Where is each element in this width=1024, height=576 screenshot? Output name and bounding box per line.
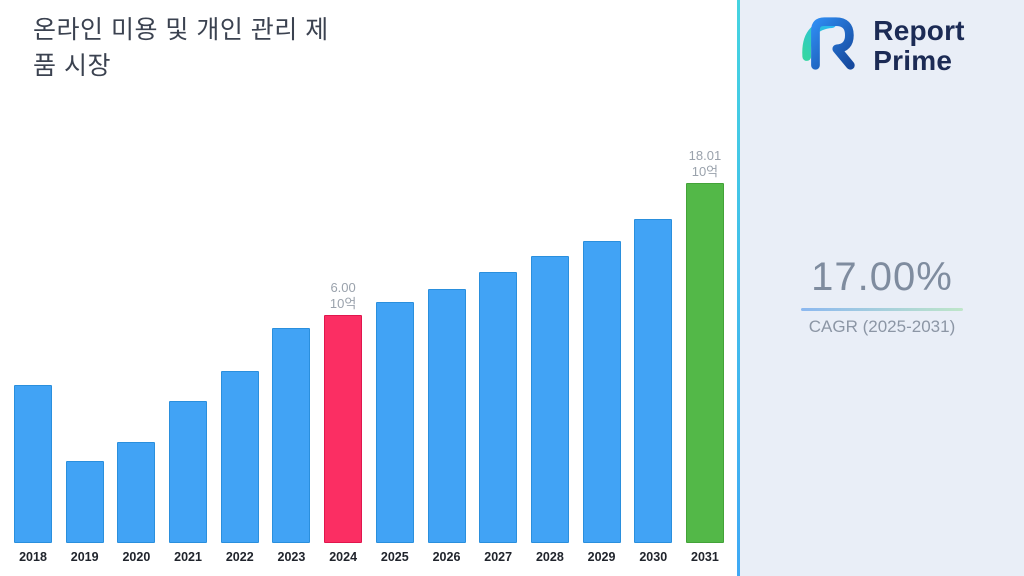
brand-name-line2: Prime <box>873 44 953 76</box>
bar-2030 <box>634 219 673 543</box>
bar-plot-area <box>427 143 466 543</box>
bar-plot-area <box>479 143 518 543</box>
bar-column-2018: 2018 <box>14 143 52 564</box>
bar-plot-area: 18.01 10억 <box>685 143 724 543</box>
bar-plot-area <box>220 143 259 543</box>
panel-divider <box>737 0 740 576</box>
cagr-value: 17.00% <box>811 255 953 299</box>
cagr-underline <box>801 308 963 311</box>
bar-column-2021: 2021 <box>169 143 208 564</box>
bar-2018 <box>14 385 52 543</box>
bar-2026 <box>427 289 466 543</box>
bar-plot-area <box>117 143 156 543</box>
x-axis-label-2027: 2027 <box>484 550 513 564</box>
bar-plot-area <box>272 143 311 543</box>
bar-plot-area <box>169 143 208 543</box>
brand-name: Report Prime <box>873 16 964 75</box>
bar-2024 <box>324 315 363 543</box>
bar-2020 <box>117 442 156 543</box>
x-axis-label-2025: 2025 <box>380 550 409 564</box>
bar-2023 <box>272 328 311 543</box>
bar-column-2028: 2028 <box>530 143 569 564</box>
x-axis-label-2022: 2022 <box>225 550 254 564</box>
bar-column-2025: 2025 <box>375 143 414 564</box>
bar-column-2023: 2023 <box>272 143 311 564</box>
cagr-block: 17.00% CAGR (2025-2031) <box>740 255 1024 337</box>
bar-column-2029: 2029 <box>582 143 621 564</box>
chart-panel: 온라인 미용 및 개인 관리 제 품 시장 2018 2019 2020 2021 20… <box>0 0 737 576</box>
x-axis-label-2031: 2031 <box>691 550 719 564</box>
bar-column-2030: 2030 <box>634 143 673 564</box>
x-axis-label-2023: 2023 <box>277 550 306 564</box>
x-axis-label-2019: 2019 <box>70 550 99 564</box>
x-axis-label-2018: 2018 <box>19 550 47 564</box>
bar-plot-area <box>65 143 104 543</box>
bar-chart: 2018 2019 2020 2021 2022 2023 6.00 10억 2024 2025 2… <box>14 136 724 564</box>
bar-column-2020: 2020 <box>117 143 156 564</box>
bar-2028 <box>530 256 569 543</box>
x-axis-label-2024: 2024 <box>329 550 358 564</box>
bar-column-2019: 2019 <box>65 143 104 564</box>
x-axis-label-2021: 2021 <box>174 550 202 564</box>
page-title-line1: 온라인 미용 및 개인 관리 제 <box>33 16 329 44</box>
x-axis-label-2029: 2029 <box>587 550 616 564</box>
bar-column-2022: 2022 <box>220 143 259 564</box>
brand-name-line1: Report <box>873 15 965 47</box>
cagr-label: CAGR (2025-2031) <box>808 317 956 336</box>
x-axis-label-2020: 2020 <box>122 550 151 564</box>
bar-2022 <box>220 371 259 543</box>
bar-column-2031: 18.01 10억 2031 <box>685 143 724 564</box>
info-panel: Report Prime 17.00% CAGR (2025-2031) <box>740 0 1024 576</box>
bar-plot-area <box>530 143 569 543</box>
bar-2029 <box>582 241 621 543</box>
page-title: 온라인 미용 및 개인 관리 제 품 시장 <box>33 12 329 85</box>
bar-2027 <box>479 272 518 543</box>
x-axis-label-2026: 2026 <box>432 550 461 564</box>
bar-2031 <box>685 183 724 543</box>
bar-2019 <box>65 461 104 543</box>
bar-column-2024: 6.00 10억 2024 <box>324 143 363 564</box>
page-title-line2: 품 시장 <box>33 52 111 81</box>
bar-value-label-2024: 6.00 10억 <box>329 279 357 311</box>
bar-column-2026: 2026 <box>427 143 466 564</box>
brand-header: Report Prime <box>740 12 1024 79</box>
bar-plot-area <box>634 143 673 543</box>
bar-plot-area <box>375 143 414 543</box>
bar-value-label-2031: 18.01 10억 <box>688 147 722 179</box>
bar-2021 <box>169 401 208 543</box>
bar-column-2027: 2027 <box>479 143 518 564</box>
bar-plot-area <box>582 143 621 543</box>
bar-plot-area <box>14 143 52 543</box>
bar-2025 <box>375 302 414 543</box>
report-prime-logo-icon <box>799 12 861 79</box>
x-axis-label-2030: 2030 <box>639 550 668 564</box>
x-axis-label-2028: 2028 <box>535 550 564 564</box>
bar-plot-area: 6.00 10억 <box>324 143 363 543</box>
